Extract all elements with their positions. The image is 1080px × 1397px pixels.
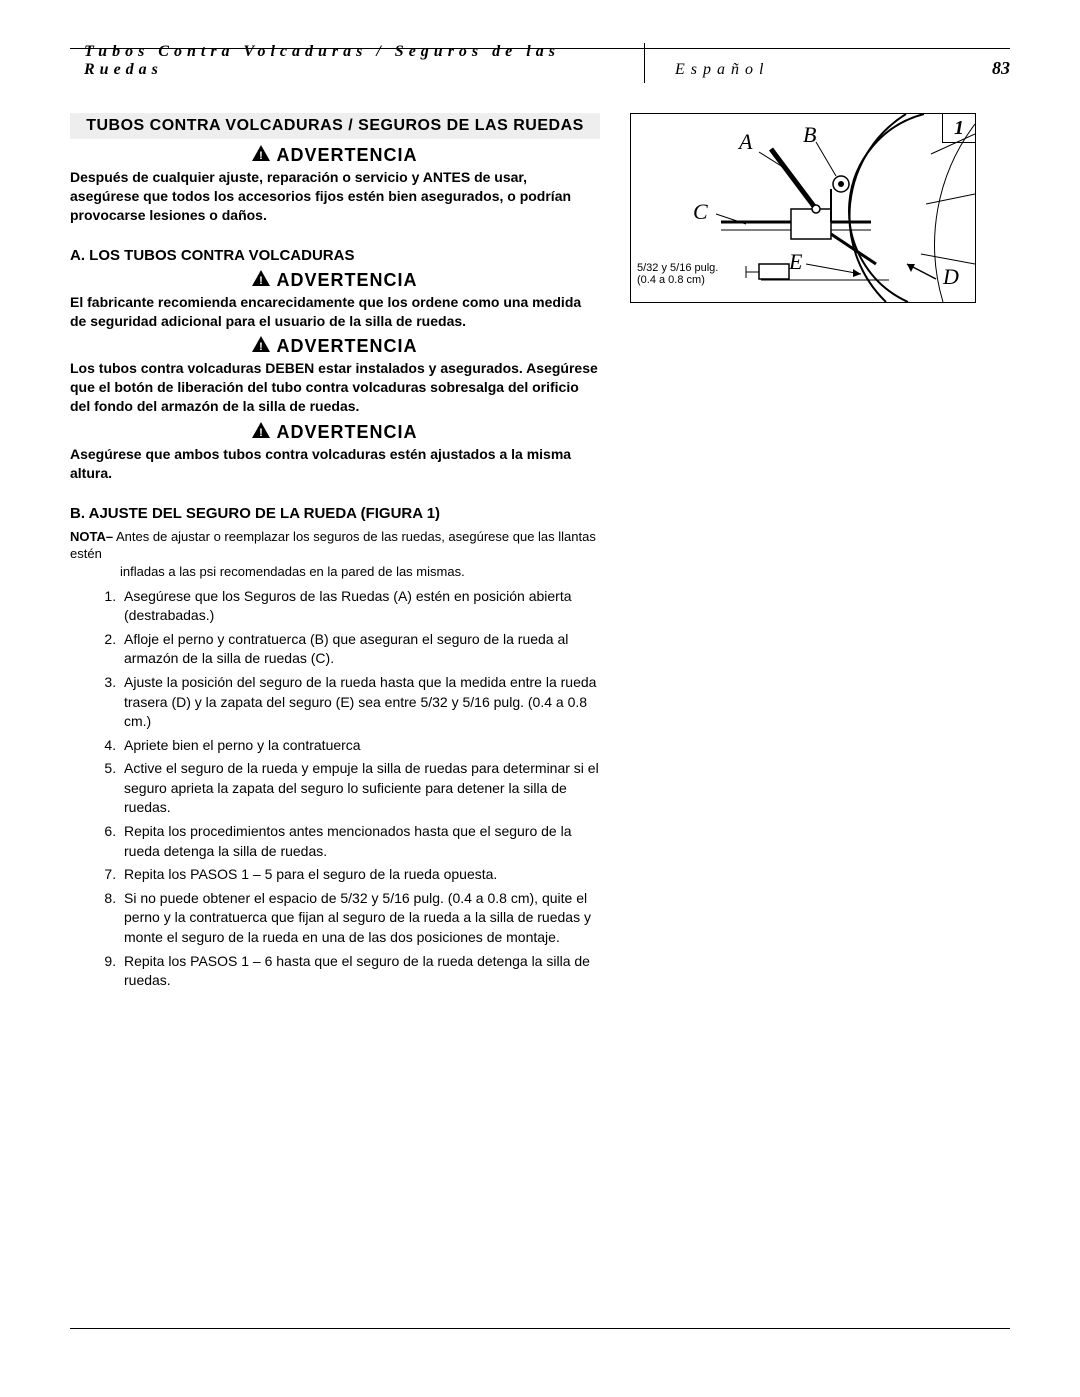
figure-label-a: A [739, 129, 752, 155]
step-item: Repita los PASOS 1 – 6 hasta que el segu… [120, 952, 600, 991]
warning-heading: ! ADVERTENCIA [70, 422, 600, 443]
figure-label-b: B [803, 122, 816, 148]
step-item: Repita los PASOS 1 – 5 para el seguro de… [120, 865, 600, 885]
side-column: 1 [630, 113, 1010, 995]
subhead-a: A. LOS TUBOS CONTRA VOLCADURAS [70, 247, 600, 264]
warning-icon: ! [252, 336, 270, 357]
main-column: TUBOS CONTRA VOLCADURAS / SEGUROS DE LAS… [70, 113, 630, 995]
bottom-rule [70, 1328, 1010, 1329]
figure-label-c: C [693, 199, 708, 225]
nota-label: NOTA– [70, 529, 113, 544]
warning-body-2: El fabricante recomienda encarecidamente… [70, 293, 600, 331]
nota-text-2: infladas a las psi recomendadas en la pa… [120, 563, 600, 581]
warning-icon: ! [252, 145, 270, 166]
step-item: Active el seguro de la rueda y empuje la… [120, 759, 600, 818]
nota-text-1: Antes de ajustar o reemplazar los seguro… [70, 529, 596, 562]
warning-body-4: Asegúrese que ambos tubos contra volcadu… [70, 445, 600, 483]
warning-heading: ! ADVERTENCIA [70, 270, 600, 291]
figure-label-e: E [789, 249, 802, 275]
warning-icon: ! [252, 422, 270, 443]
header-left: Tubos Contra Volcaduras / Seguros de las… [70, 43, 645, 83]
warning-label: ADVERTENCIA [276, 145, 417, 166]
step-item: Repita los procedimientos antes menciona… [120, 822, 600, 861]
svg-text:!: ! [260, 341, 264, 352]
warning-heading: ! ADVERTENCIA [70, 145, 600, 166]
warning-body-1: Después de cualquier ajuste, reparación … [70, 168, 600, 225]
svg-text:!: ! [260, 275, 264, 286]
subhead-b: B. AJUSTE DEL SEGURO DE LA RUEDA (FIGURA… [70, 505, 600, 522]
svg-text:!: ! [260, 150, 264, 161]
figure-label-d: D [943, 264, 959, 290]
figure-1: 1 [630, 113, 976, 303]
warning-label: ADVERTENCIA [276, 422, 417, 443]
step-item: Asegúrese que los Seguros de las Ruedas … [120, 587, 600, 626]
page: Tubos Contra Volcaduras / Seguros de las… [0, 0, 1080, 1397]
step-item: Ajuste la posición del seguro de la rued… [120, 673, 600, 732]
warning-body-3: Los tubos contra volcaduras DEBEN estar … [70, 359, 600, 416]
header-language: Español [645, 61, 855, 83]
warning-heading: ! ADVERTENCIA [70, 336, 600, 357]
svg-text:!: ! [260, 427, 264, 438]
figure-dimension-1: 5/32 y 5/16 pulg. [637, 262, 718, 274]
step-item: Afloje el perno y contratuerca (B) que a… [120, 630, 600, 669]
page-header: Tubos Contra Volcaduras / Seguros de las… [70, 49, 1010, 83]
section-title: TUBOS CONTRA VOLCADURAS / SEGUROS DE LAS… [70, 113, 600, 139]
figure-dimension-2: (0.4 a 0.8 cm) [637, 274, 705, 286]
warning-label: ADVERTENCIA [276, 336, 417, 357]
steps-list: Asegúrese que los Seguros de las Ruedas … [70, 587, 600, 991]
warning-label: ADVERTENCIA [276, 270, 417, 291]
header-page-number: 83 [855, 58, 1010, 83]
step-item: Si no puede obtener el espacio de 5/32 y… [120, 889, 600, 948]
step-item: Apriete bien el perno y la contratuerca [120, 736, 600, 756]
warning-icon: ! [252, 270, 270, 291]
content-area: TUBOS CONTRA VOLCADURAS / SEGUROS DE LAS… [70, 113, 1010, 995]
figure-number: 1 [942, 113, 976, 143]
nota-line: NOTA– Antes de ajustar o reemplazar los … [70, 528, 600, 563]
